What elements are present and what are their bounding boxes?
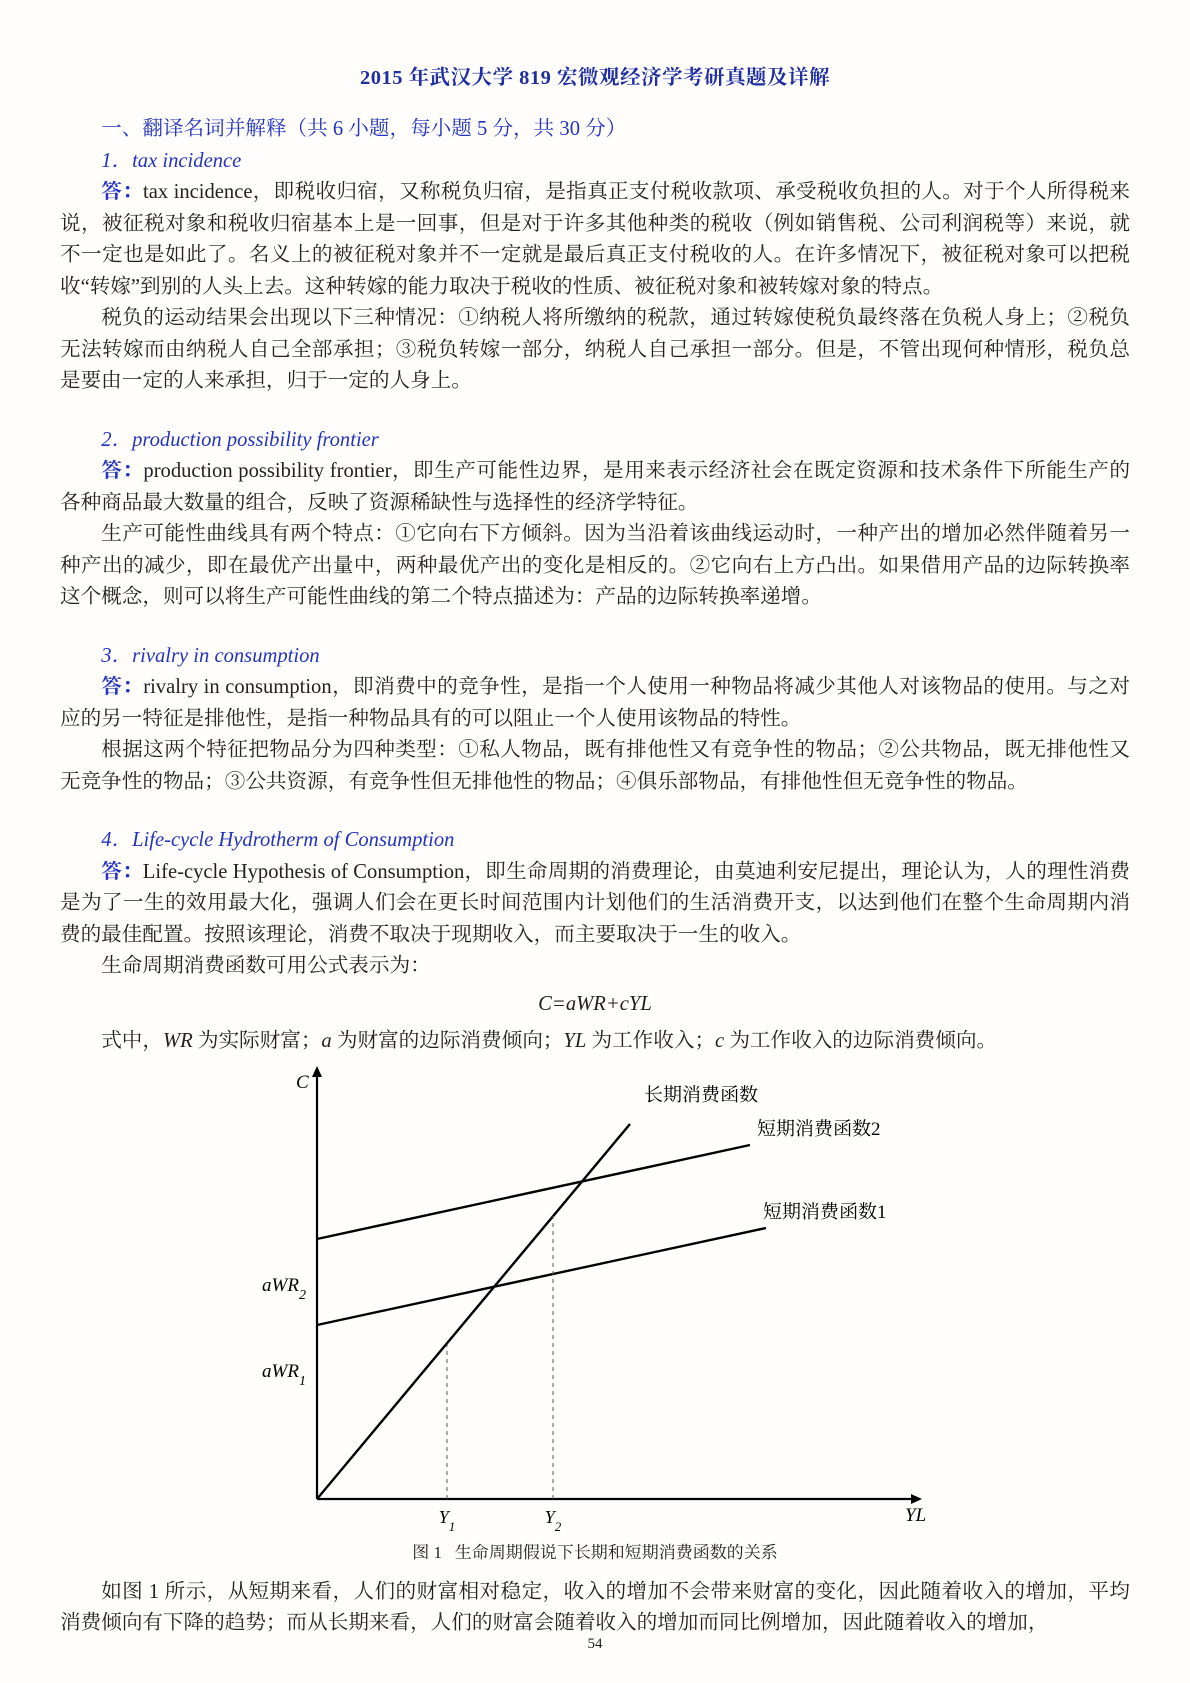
svg-text:短期消费函数2: 短期消费函数2	[757, 1118, 881, 1140]
svg-text:短期消费函数1: 短期消费函数1	[763, 1201, 887, 1223]
svg-text:aWR2: aWR2	[262, 1275, 306, 1303]
svg-text:长期消费函数: 长期消费函数	[644, 1085, 758, 1106]
svg-text:Y2: Y2	[545, 1507, 562, 1534]
svg-text:aWR1: aWR1	[262, 1361, 306, 1389]
svg-text:YL: YL	[905, 1505, 926, 1526]
svg-text:C: C	[296, 1072, 309, 1093]
svg-text:Y1: Y1	[439, 1507, 456, 1534]
